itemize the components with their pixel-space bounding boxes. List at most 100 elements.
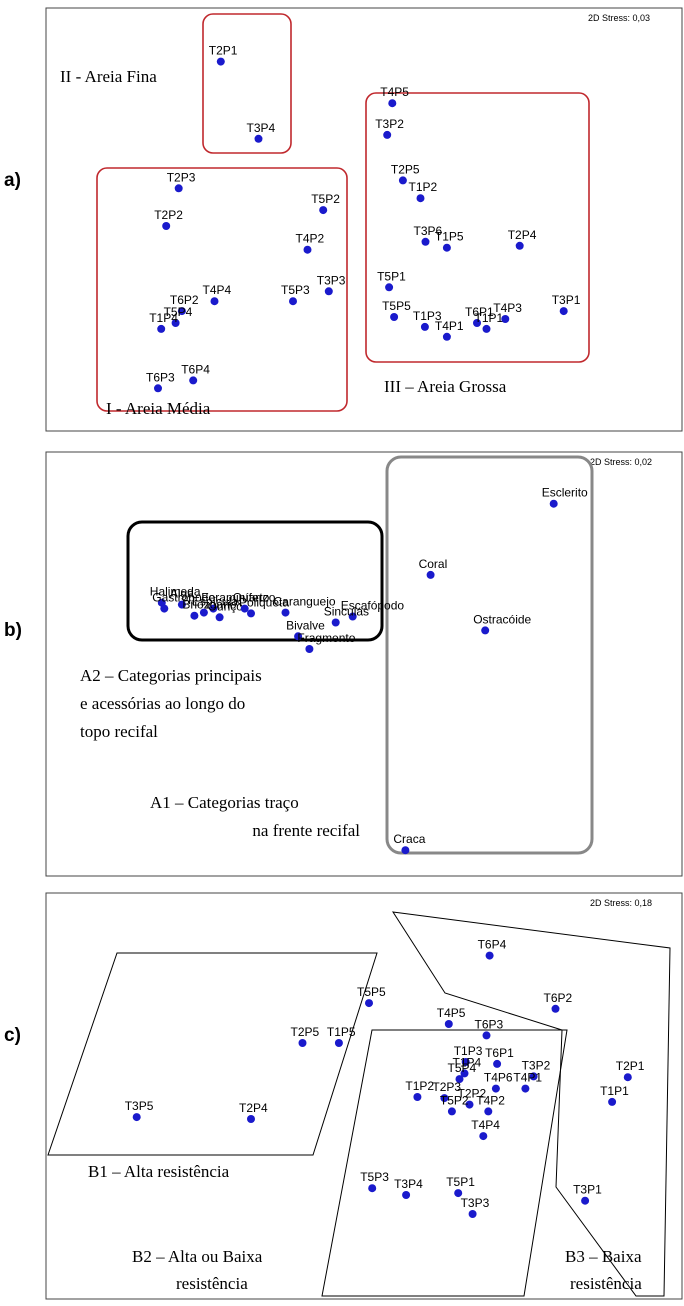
- group-label-a1-line2: na frente recifal: [252, 821, 360, 840]
- group-label-a2-line1: A2 – Categorias principais: [80, 666, 262, 685]
- data-point: [289, 297, 297, 306]
- point-label: T5P3: [360, 1170, 389, 1184]
- point-label: T1P4: [453, 1055, 482, 1069]
- data-point: [160, 604, 169, 613]
- plot-frame-a: [45, 7, 683, 432]
- point-label: T3P2: [522, 1058, 551, 1072]
- point-label: T6P1: [465, 305, 494, 319]
- point-label: T6P1: [485, 1046, 514, 1060]
- data-point: [581, 1196, 590, 1205]
- data-point: [247, 609, 255, 618]
- data-point: [447, 1107, 456, 1116]
- data-point: [254, 134, 263, 143]
- point-label: Poliqueta: [239, 595, 289, 609]
- point-label: Ostracóide: [473, 612, 531, 626]
- data-point: [559, 307, 568, 316]
- data-point: [460, 1069, 469, 1078]
- point-label: T1P2: [405, 1079, 434, 1093]
- data-point: [549, 499, 558, 508]
- point-label: T3P1: [552, 293, 581, 307]
- group-label-b2-line2: resistência: [176, 1274, 248, 1293]
- point-label: T5P4: [448, 1061, 477, 1075]
- group-box-a2: [126, 520, 384, 642]
- point-label: T2P4: [508, 228, 537, 242]
- group-label-b2-line1: B2 – Alta ou Baixa: [132, 1247, 263, 1266]
- data-point: [482, 324, 491, 333]
- group-box-a1: [385, 455, 594, 855]
- point-label: T2P5: [391, 162, 420, 176]
- point-label: Gastrópode: [152, 591, 215, 605]
- point-label: T1P3: [454, 1044, 483, 1058]
- stress-b: 2D Stress: 0,02: [590, 457, 652, 467]
- point-label: Caranguejo: [274, 595, 336, 609]
- data-point: [247, 1115, 255, 1123]
- group-label-a1-line1: A1 – Categorias traço: [150, 793, 299, 812]
- data-point: [398, 176, 407, 185]
- point-label: T2P2: [154, 208, 183, 222]
- data-point: [444, 1020, 453, 1028]
- group-label-a2-line2: e acessórias ao longo do: [80, 694, 245, 713]
- point-label: T6P3: [475, 1017, 504, 1031]
- data-point: [319, 206, 328, 215]
- panel-b: 2D Stress: 0,02 Esclerito Coral Ostracóide…: [45, 451, 683, 877]
- point-label: T2P2: [458, 1087, 487, 1101]
- data-point: [334, 1039, 343, 1047]
- point-label: Craca: [393, 832, 425, 846]
- point-label: T3P3: [461, 1196, 490, 1210]
- data-point: [157, 324, 166, 333]
- plot-frame-b: [45, 451, 683, 877]
- point-label: T2P3: [167, 170, 196, 184]
- data-point: [551, 1004, 560, 1013]
- point-label: T5P4: [164, 305, 193, 319]
- group-polygon-b3: [391, 911, 671, 1297]
- point-label: Halimeda: [150, 585, 201, 599]
- data-point: [190, 611, 199, 620]
- data-point: [390, 313, 399, 321]
- data-point: [623, 1073, 632, 1082]
- data-point: [177, 307, 186, 316]
- data-point: [413, 1093, 422, 1101]
- data-point: [608, 1097, 617, 1106]
- data-point: [383, 130, 392, 139]
- point-label: T3P4: [247, 121, 276, 135]
- point-label: T6P3: [146, 370, 175, 384]
- point-label: Coral: [419, 557, 448, 571]
- data-point: [303, 245, 312, 254]
- group-label-a2-line3: topo recifal: [80, 722, 158, 741]
- data-point: [171, 319, 180, 327]
- data-point: [454, 1189, 463, 1198]
- point-label: T4P2: [296, 232, 325, 246]
- data-point: [442, 332, 451, 341]
- point-label: T3P5: [125, 1099, 154, 1113]
- point-label: T5P5: [382, 299, 411, 313]
- panel-label-a: a): [4, 170, 21, 191]
- point-label: T3P3: [317, 273, 346, 287]
- point-label: T4P4: [203, 283, 232, 297]
- data-point: [199, 608, 208, 617]
- panel-a: 2D Stress: 0,03 T2P1 T3P4 T4P5 T3P2 T2P5 T1P2…: [45, 7, 683, 432]
- data-point: [420, 322, 429, 331]
- data-point: [365, 999, 373, 1008]
- data-point: [189, 376, 198, 385]
- point-label: T3P6: [414, 224, 443, 238]
- data-point: [501, 315, 510, 323]
- point-label: T2P3: [432, 1080, 461, 1094]
- data-point: [174, 184, 183, 193]
- data-point: [484, 1107, 493, 1116]
- point-label: T5P1: [377, 269, 406, 283]
- point-label: T6P2: [170, 293, 199, 307]
- point-label: Ouriço: [208, 599, 244, 613]
- data-point: [491, 1084, 500, 1093]
- point-label: T3P4: [394, 1177, 423, 1191]
- stress-a: 2D Stress: 0,03: [588, 13, 650, 23]
- data-point: [455, 1075, 464, 1084]
- point-label: T5P2: [440, 1093, 469, 1107]
- data-point: [529, 1072, 538, 1081]
- point-label: T1P1: [475, 311, 504, 325]
- data-point: [416, 194, 425, 203]
- group-label-areia-fina: II - Areia Fina: [60, 67, 157, 86]
- point-label: T4P5: [380, 85, 409, 99]
- point-label: Briozoário: [182, 598, 236, 612]
